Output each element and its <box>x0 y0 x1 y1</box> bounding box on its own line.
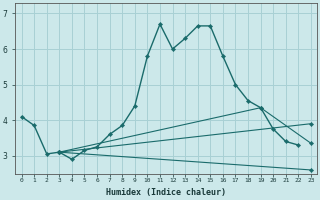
X-axis label: Humidex (Indice chaleur): Humidex (Indice chaleur) <box>106 188 226 197</box>
